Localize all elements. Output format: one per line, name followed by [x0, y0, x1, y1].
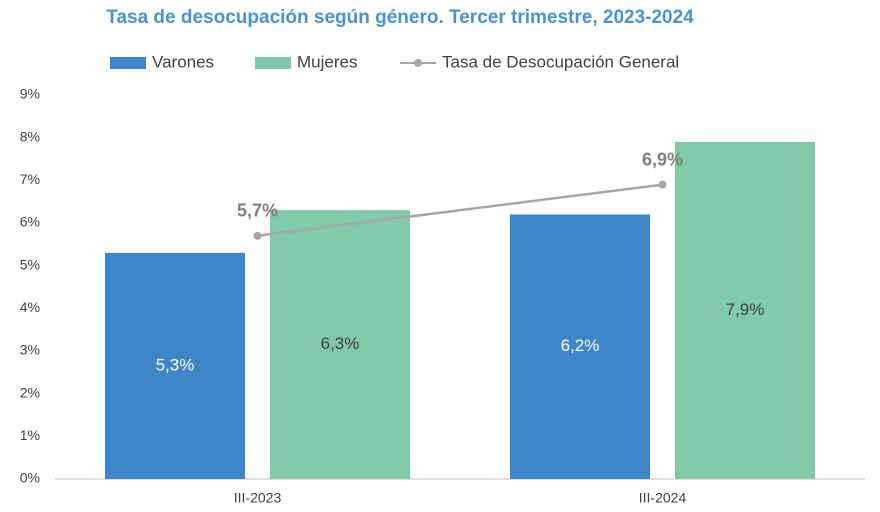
- legend-swatch: [110, 57, 146, 69]
- y-tick-label: 1%: [20, 427, 40, 443]
- legend-label: Tasa de Desocupación General: [442, 52, 679, 71]
- y-tick-label: 2%: [20, 384, 40, 400]
- data-label: 5,7%: [237, 201, 278, 221]
- legend-label: Mujeres: [297, 52, 357, 71]
- bar: [105, 252, 245, 479]
- x-tick-label: III-2024: [639, 490, 687, 506]
- y-tick-label: 7%: [20, 171, 40, 187]
- y-tick-label: 0%: [20, 470, 40, 486]
- data-label: 6,2%: [561, 336, 600, 355]
- data-label: 7,9%: [726, 300, 765, 319]
- legend-swatch: [255, 57, 291, 69]
- legend-swatch: [414, 59, 422, 67]
- x-tick-label: III-2023: [234, 490, 282, 506]
- line-point: [253, 231, 262, 240]
- bar: [270, 210, 410, 479]
- y-tick-label: 4%: [20, 299, 40, 315]
- line-point: [658, 180, 667, 189]
- data-label: 6,3%: [321, 334, 360, 353]
- y-tick-label: 3%: [20, 342, 40, 358]
- bar: [510, 214, 650, 479]
- y-tick-label: 8%: [20, 128, 40, 144]
- line: [257, 183, 663, 238]
- y-tick-label: 5%: [20, 256, 40, 272]
- y-tick-label: 6%: [20, 214, 40, 230]
- legend-label: Varones: [152, 52, 214, 71]
- data-label: 6,9%: [642, 149, 683, 169]
- data-label: 5,3%: [156, 355, 195, 374]
- chart-title: Tasa de desocupación según género. Terce…: [106, 7, 694, 28]
- bar: [675, 141, 815, 479]
- y-tick-label: 9%: [20, 86, 40, 102]
